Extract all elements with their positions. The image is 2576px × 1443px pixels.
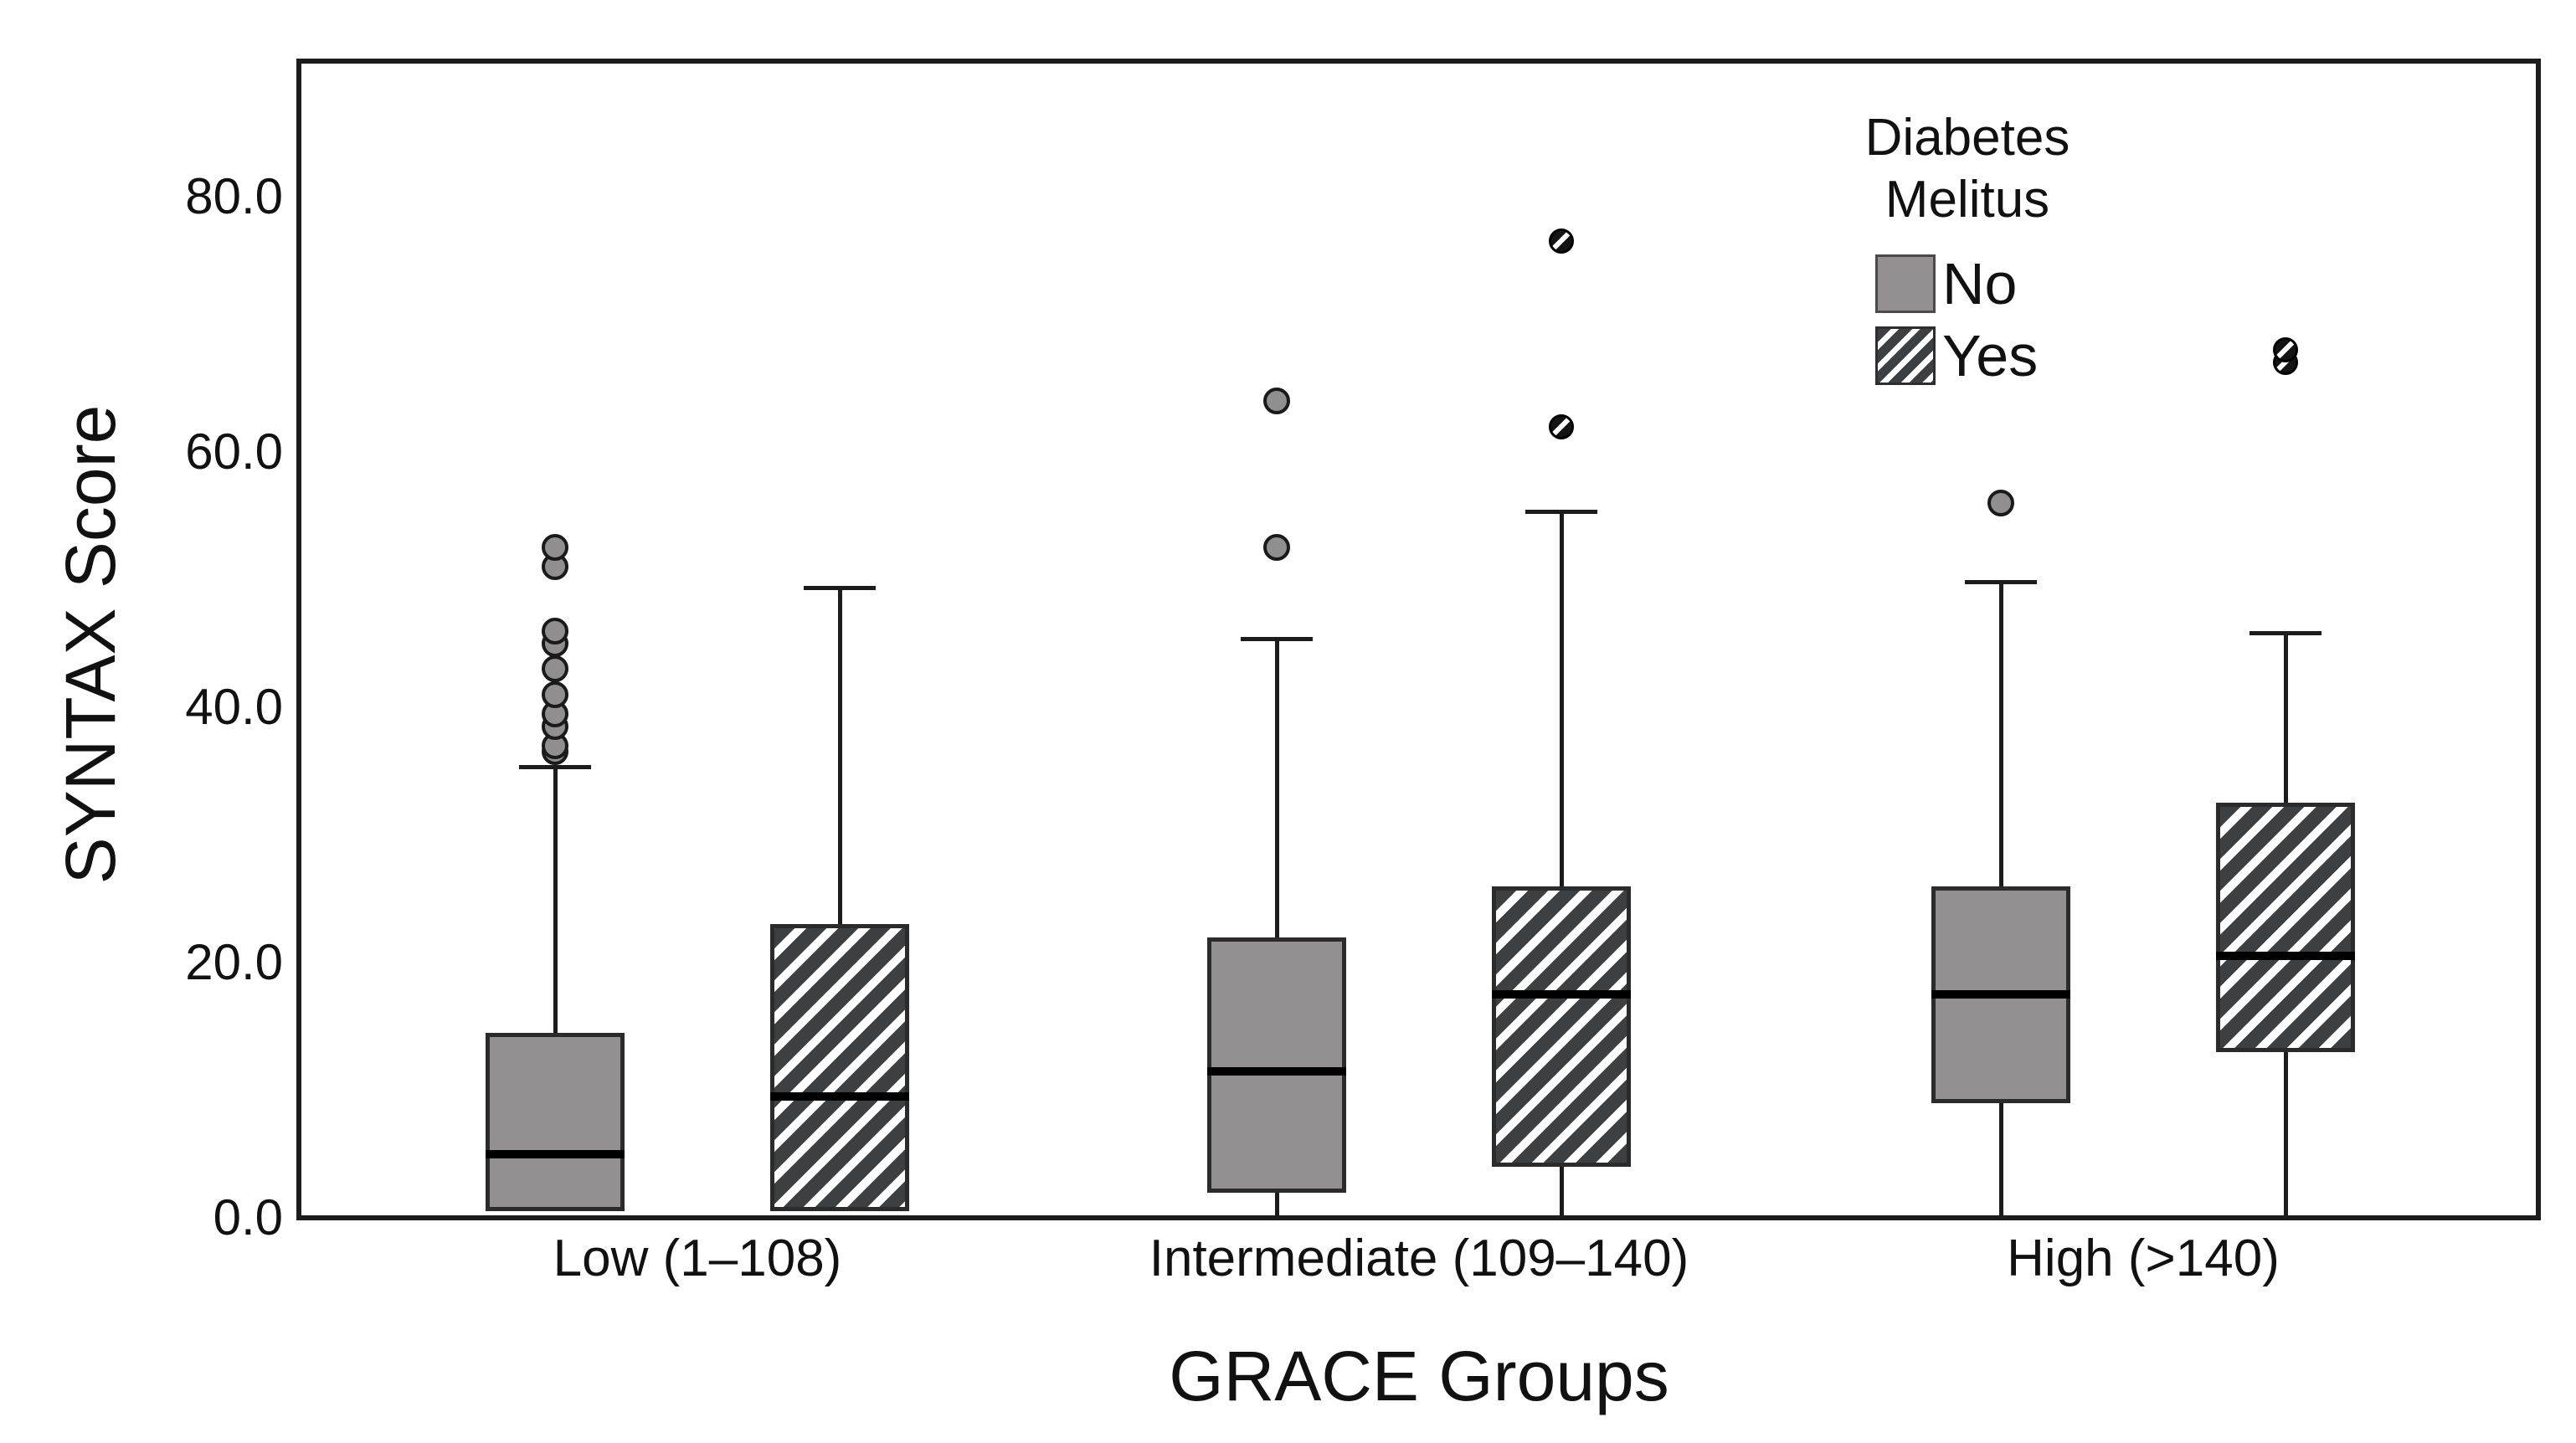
outlier-no-low bbox=[542, 534, 568, 562]
median-no-high bbox=[1931, 990, 2070, 999]
x-category-label: High (>140) bbox=[2007, 1230, 2280, 1287]
outlier-no-low bbox=[542, 655, 568, 683]
whisker-upper-yes-intermediate bbox=[1560, 509, 1564, 886]
whisker-lower-no-high bbox=[1999, 1102, 2003, 1218]
whisker-upper-yes-high bbox=[2284, 630, 2288, 804]
plot-frame bbox=[296, 59, 2541, 1220]
x-category-label: Low (1–108) bbox=[553, 1230, 842, 1287]
median-no-low bbox=[486, 1149, 625, 1158]
median-yes-low bbox=[770, 1092, 909, 1102]
box-no-low bbox=[486, 1032, 625, 1212]
outlier-no-low bbox=[542, 680, 568, 708]
whisker-cap-no-high bbox=[1965, 579, 2037, 584]
whisker-lower-yes-intermediate bbox=[1560, 1167, 1564, 1218]
whisker-cap-yes-low bbox=[804, 586, 876, 591]
legend-swatch-yes bbox=[1875, 326, 1936, 385]
median-yes-intermediate bbox=[1492, 990, 1631, 999]
x-category-label: Intermediate (109–140) bbox=[1149, 1230, 1689, 1287]
y-tick-label-0.0: 0.0 bbox=[213, 1189, 283, 1245]
outlier-no-high bbox=[1987, 490, 2014, 516]
box-yes-intermediate bbox=[1492, 886, 1631, 1167]
legend-swatch-no bbox=[1875, 254, 1936, 313]
legend-label-no: No bbox=[1942, 251, 2018, 316]
median-no-intermediate bbox=[1207, 1066, 1346, 1076]
whisker-cap-no-low bbox=[519, 764, 591, 769]
outlier-no-intermediate bbox=[1263, 534, 1290, 562]
y-tick-label-40.0: 40.0 bbox=[185, 679, 283, 735]
legend-title-line2: Melitus bbox=[1884, 171, 2050, 229]
outlier-yes-intermediate bbox=[1549, 413, 1574, 439]
outlier-yes-high bbox=[2273, 337, 2298, 362]
box-no-intermediate bbox=[1207, 937, 1346, 1193]
legend-title-line1: Diabetes bbox=[1864, 109, 2070, 167]
whisker-lower-yes-high bbox=[2284, 1051, 2288, 1218]
legend-item-no: No bbox=[1875, 253, 2017, 315]
outlier-no-intermediate bbox=[1263, 388, 1290, 414]
whisker-cap-no-intermediate bbox=[1241, 637, 1313, 642]
median-yes-high bbox=[2216, 952, 2355, 961]
whisker-upper-no-intermediate bbox=[1275, 637, 1279, 937]
whisker-lower-no-intermediate bbox=[1275, 1192, 1279, 1218]
legend-label-yes: Yes bbox=[1942, 323, 2039, 388]
box-yes-high bbox=[2216, 803, 2355, 1052]
legend-title: Diabetes Melitus bbox=[1716, 107, 2219, 231]
whisker-upper-yes-low bbox=[838, 586, 842, 925]
whisker-upper-no-low bbox=[553, 764, 558, 1033]
x-axis-title: GRACE Groups bbox=[1169, 1337, 1669, 1415]
y-tick-label-80.0: 80.0 bbox=[185, 168, 283, 224]
whisker-upper-no-high bbox=[1999, 579, 2003, 886]
whisker-cap-yes-high bbox=[2250, 630, 2321, 635]
outlier-no-low bbox=[542, 617, 568, 644]
y-tick-label-20.0: 20.0 bbox=[185, 934, 283, 990]
legend-item-yes: Yes bbox=[1875, 325, 2038, 387]
y-tick-label-60.0: 60.0 bbox=[185, 424, 283, 480]
whisker-cap-yes-intermediate bbox=[1525, 509, 1597, 514]
outlier-yes-intermediate bbox=[1549, 229, 1574, 254]
box-yes-low bbox=[770, 924, 909, 1212]
